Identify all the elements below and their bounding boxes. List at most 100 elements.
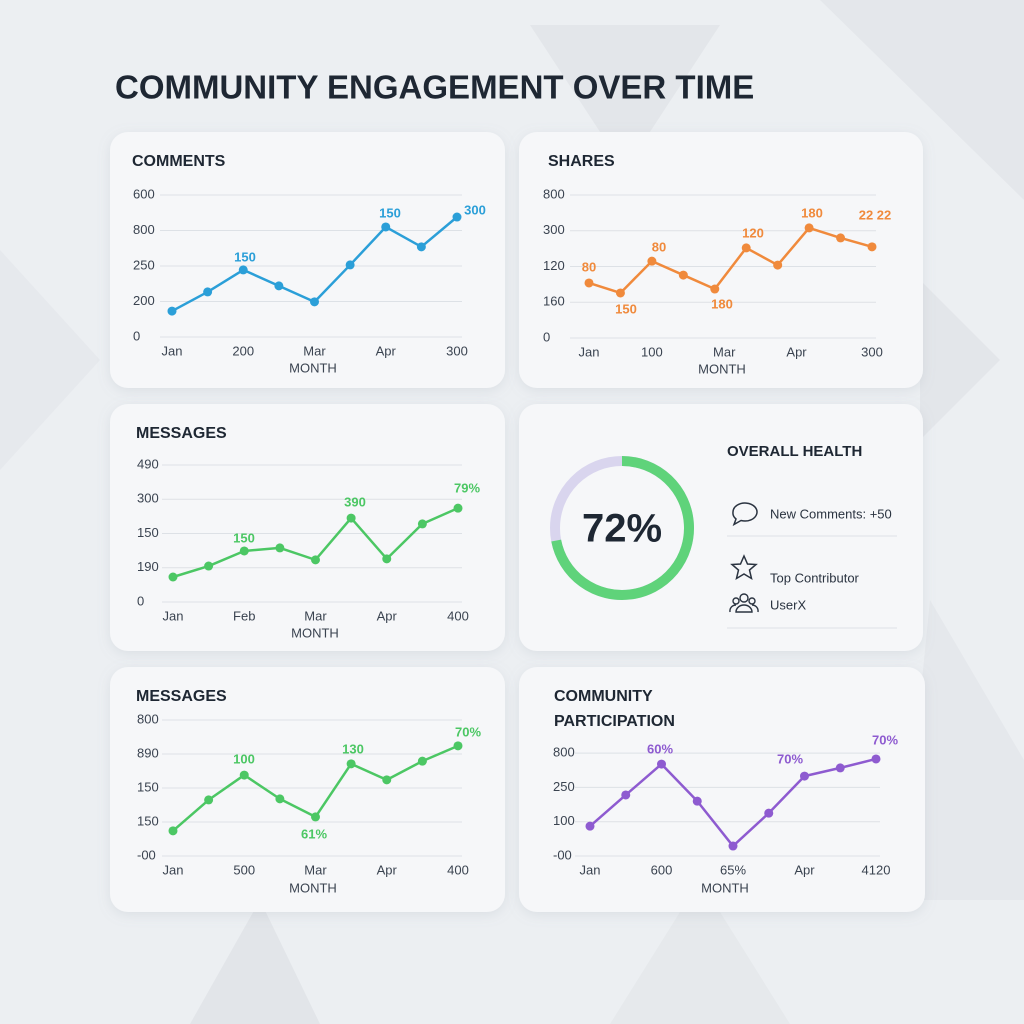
point — [585, 821, 595, 831]
y-tick-label: 100 — [553, 813, 575, 828]
x-tick-label: 4120 — [862, 862, 891, 877]
chart-title: SHARES — [548, 153, 615, 170]
point — [346, 513, 356, 523]
x-tick-label: Mar — [304, 608, 327, 623]
gauge-arc — [551, 456, 694, 600]
point — [692, 796, 702, 806]
point — [836, 233, 846, 243]
point — [867, 242, 877, 252]
point — [168, 572, 178, 582]
y-tick-label: 0 — [133, 328, 140, 343]
x-axis-label: MONTH — [289, 360, 337, 375]
point — [275, 543, 285, 553]
y-tick-label: -00 — [137, 847, 156, 862]
y-tick-label: 800 — [553, 745, 575, 760]
point — [204, 795, 214, 805]
panel — [110, 667, 505, 912]
y-tick-label: 160 — [543, 294, 565, 309]
annotation: 180 — [711, 296, 733, 311]
y-tick-label: 190 — [137, 559, 159, 574]
point — [453, 741, 463, 751]
annotation: 80 — [652, 239, 666, 254]
line — [588, 226, 873, 295]
comment-icon — [732, 502, 758, 527]
x-tick-label: 300 — [861, 344, 883, 359]
y-tick-label: 300 — [137, 491, 159, 506]
x-tick-label: Apr — [376, 343, 397, 358]
point — [345, 260, 355, 270]
point — [416, 242, 426, 252]
health-item: UserX — [770, 597, 806, 612]
x-tick-label: Jan — [580, 862, 601, 877]
point — [621, 790, 631, 800]
point — [382, 554, 392, 564]
point — [382, 775, 392, 785]
point — [381, 222, 391, 232]
annotation: 150 — [615, 301, 637, 316]
y-tick-label: 600 — [133, 186, 155, 201]
point — [239, 546, 249, 556]
x-tick-label: Apr — [377, 608, 398, 623]
x-tick-label: Feb — [233, 608, 255, 623]
point — [871, 754, 881, 764]
panel — [519, 667, 925, 912]
annotation: 300 — [464, 202, 486, 217]
x-tick-label: Jan — [163, 608, 184, 623]
point — [657, 759, 666, 769]
point — [274, 281, 284, 291]
annotation: 100 — [233, 751, 255, 766]
point — [275, 794, 285, 804]
x-tick-label: Apr — [786, 344, 807, 359]
point — [203, 287, 213, 297]
point — [204, 561, 214, 571]
x-tick-label: 500 — [233, 862, 255, 877]
point — [584, 278, 594, 288]
annotation: 180 — [801, 205, 823, 220]
annotation: 70% — [777, 751, 803, 766]
x-tick-label: 300 — [446, 343, 468, 358]
point — [728, 841, 738, 851]
point — [678, 270, 688, 280]
x-tick-label: Apr — [377, 862, 398, 877]
x-tick-label: 400 — [447, 608, 469, 623]
panel — [110, 404, 505, 651]
point — [452, 212, 462, 222]
x-tick-label: Jan — [579, 344, 600, 359]
y-tick-label: 150 — [137, 525, 159, 540]
y-tick-label: 890 — [137, 745, 159, 760]
point — [346, 759, 356, 769]
y-tick-label: 490 — [137, 456, 159, 471]
chart-title: MESSAGES — [136, 688, 227, 705]
health-item: Top Contributor — [770, 570, 860, 585]
x-tick-label: Jan — [163, 862, 184, 877]
annotation: 150 — [379, 205, 401, 220]
y-tick-label: -00 — [553, 847, 572, 862]
x-axis-label: MONTH — [289, 880, 337, 895]
point — [800, 771, 809, 781]
point — [417, 756, 427, 766]
health-title: OVERALL HEALTH — [727, 443, 862, 460]
y-tick-label: 120 — [543, 258, 565, 273]
annotation: 79% — [454, 480, 480, 495]
panel — [519, 404, 923, 651]
x-tick-label: 200 — [232, 343, 254, 358]
annotation: 150 — [233, 530, 255, 545]
point — [710, 284, 720, 294]
chart-title: MESSAGES — [136, 425, 227, 442]
x-axis-label: MONTH — [291, 625, 339, 640]
chart-title: COMMUNITY PARTICIPATION — [554, 688, 675, 730]
point — [764, 808, 774, 818]
x-tick-label: Mar — [303, 343, 326, 358]
x-tick-label: 65% — [720, 862, 746, 877]
health-item: New Comments: +50 — [770, 506, 892, 521]
star-icon — [730, 554, 758, 581]
point — [417, 519, 427, 529]
y-tick-label: 300 — [543, 222, 565, 237]
annotation: 22 22 — [859, 207, 892, 222]
point — [804, 223, 814, 233]
y-tick-label: 250 — [553, 779, 575, 794]
annotation: 390 — [344, 494, 366, 509]
gauge-label: 72% — [582, 507, 662, 551]
annotation: 70% — [872, 732, 898, 747]
